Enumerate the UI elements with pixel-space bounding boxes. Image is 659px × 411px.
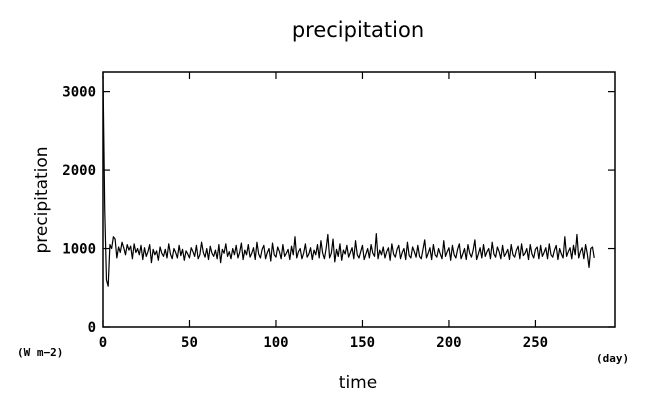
series-line: [102, 75, 595, 287]
y-tick-label: 1000: [62, 242, 96, 258]
x-tick-label: 0: [99, 335, 107, 351]
x-axis-unit: (day): [596, 352, 629, 365]
y-axis-label: precipitation: [32, 146, 52, 253]
x-tick-label: 250: [523, 335, 548, 351]
y-tick-label: 0: [88, 320, 96, 336]
x-tick-label: 100: [263, 335, 288, 351]
x-tick-label: 200: [436, 335, 461, 351]
x-tick-label: 50: [181, 335, 198, 351]
x-axis-label: time: [339, 373, 377, 393]
x-axis-ticks: 0 50 100 150 200 250: [99, 72, 548, 351]
plot-frame: [102, 71, 616, 328]
y-tick-label: 3000: [62, 85, 96, 101]
y-axis-unit: (W m−2): [17, 346, 63, 359]
x-tick-label: 150: [350, 335, 375, 351]
y-axis-ticks: 0 1000 2000 3000: [62, 85, 615, 336]
y-tick-label: 2000: [62, 163, 96, 179]
chart-title: precipitation: [292, 18, 424, 42]
